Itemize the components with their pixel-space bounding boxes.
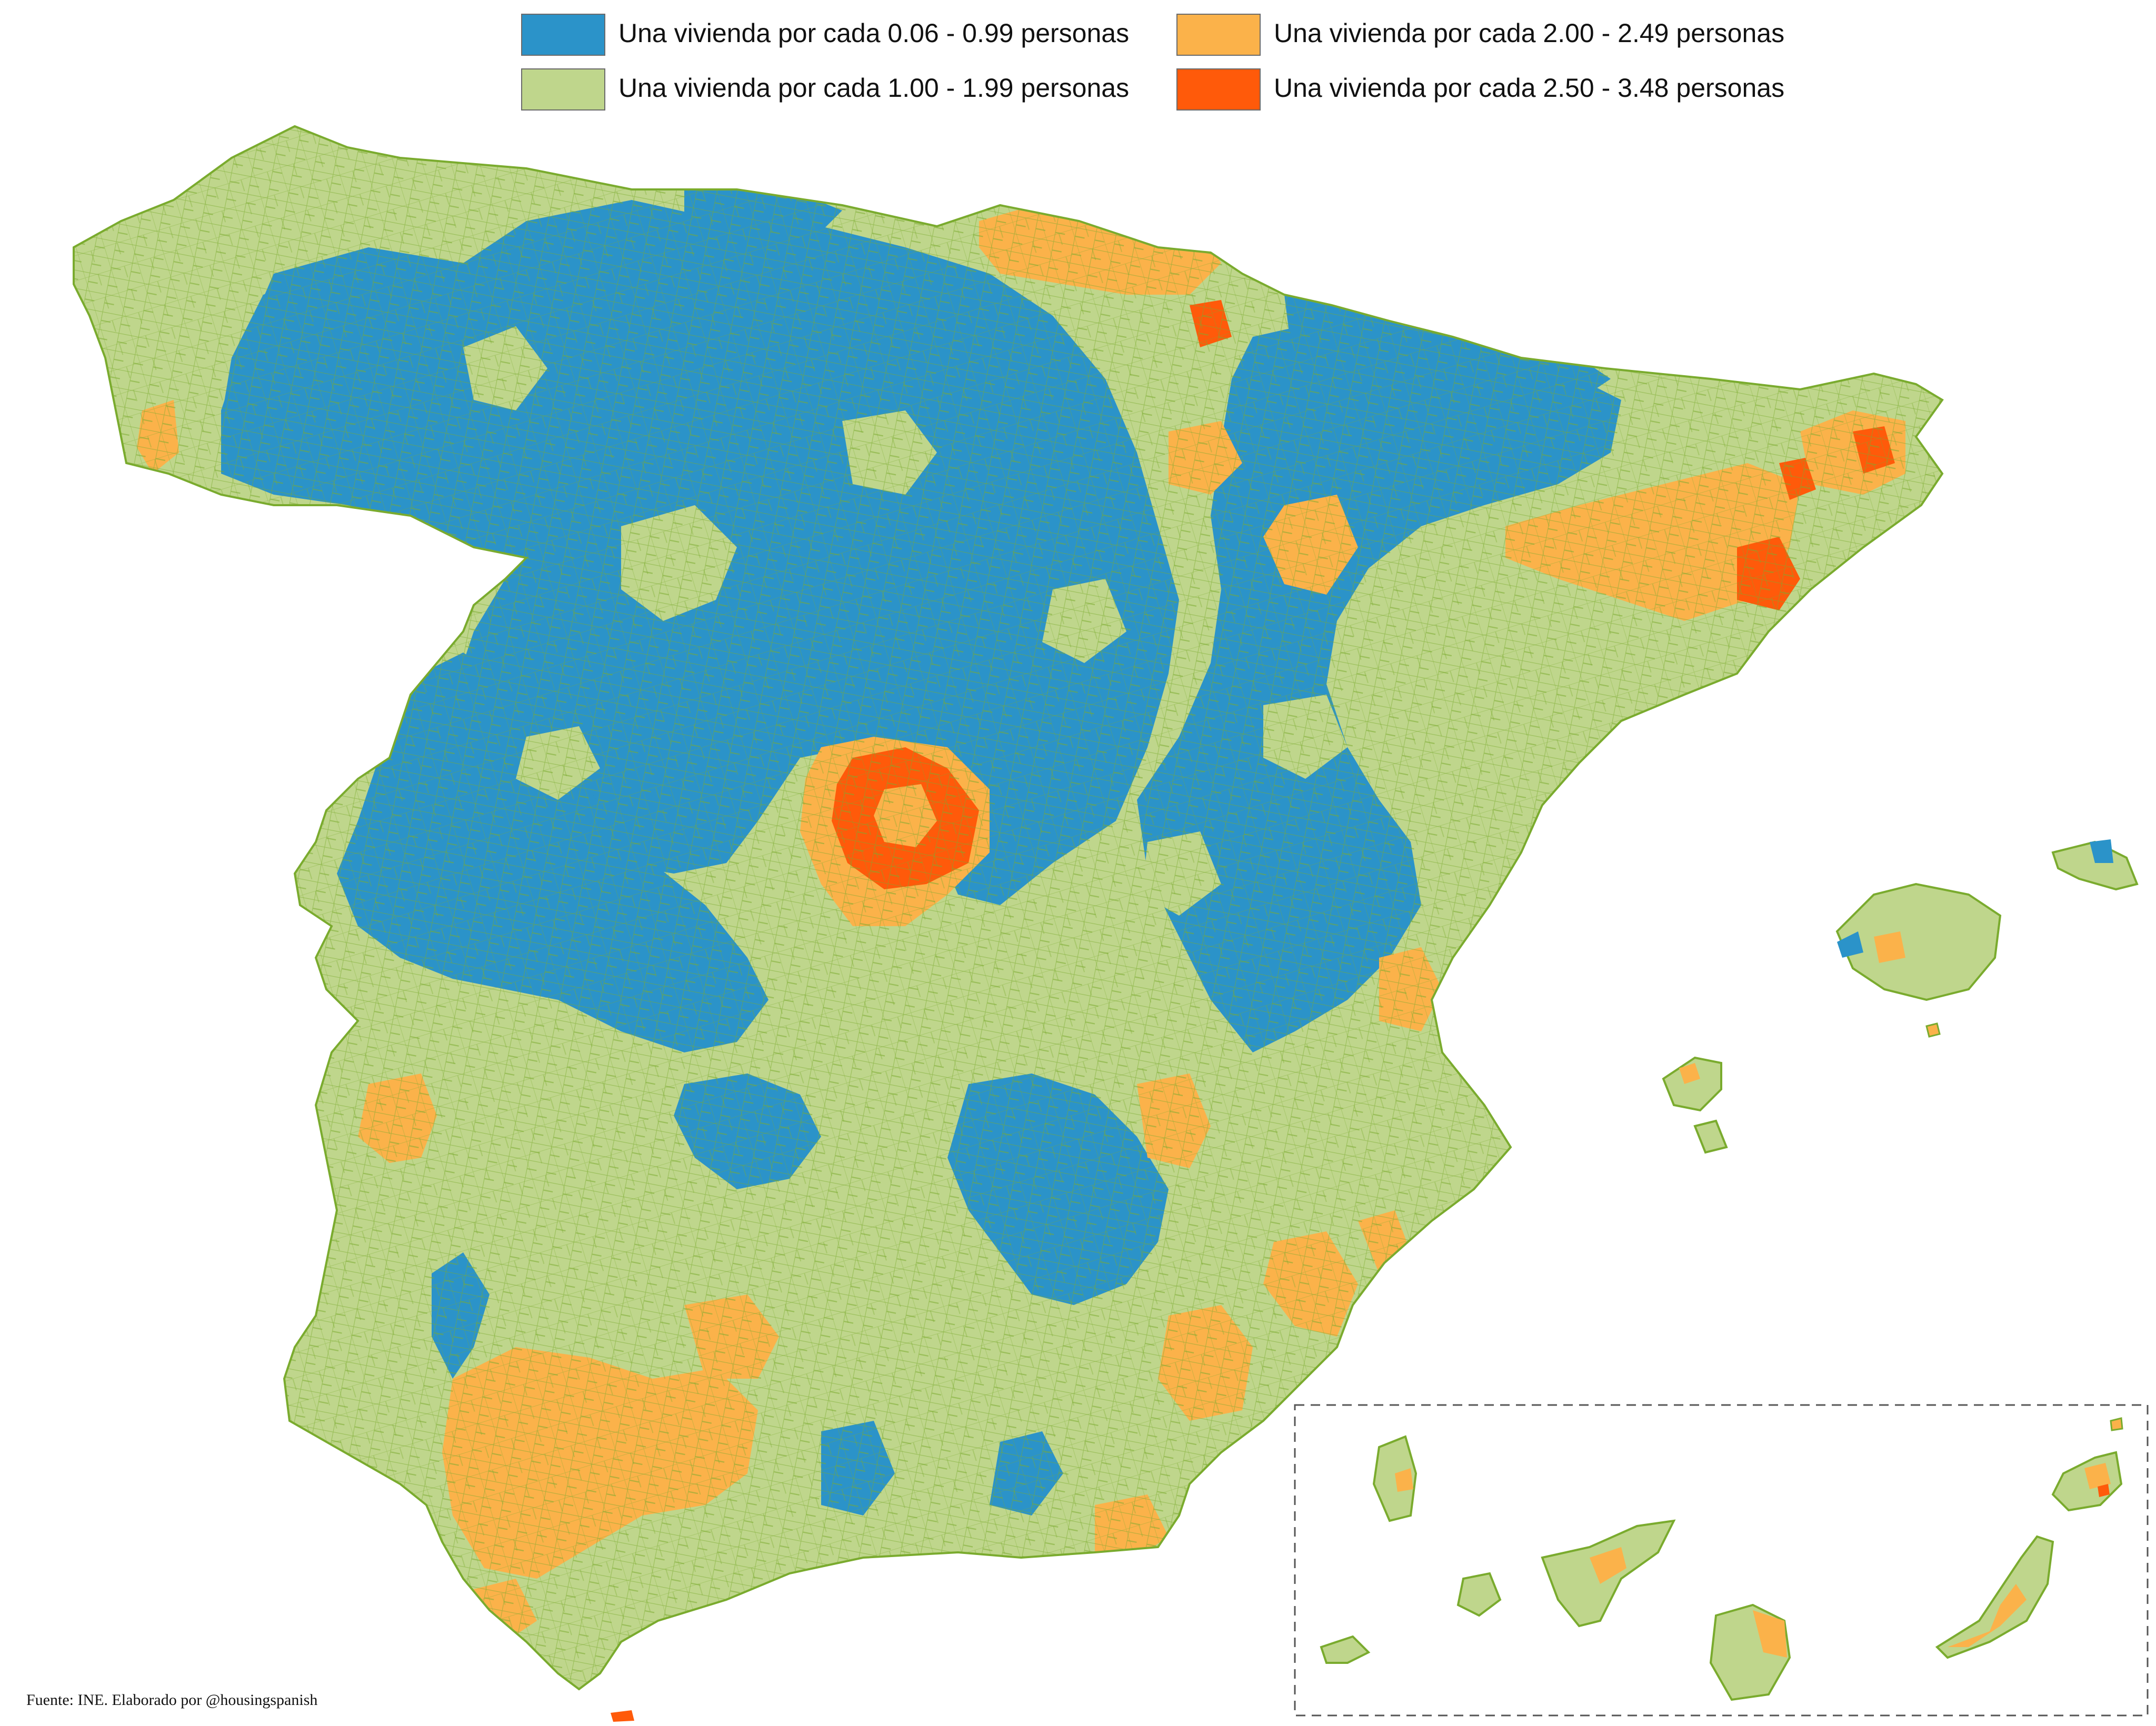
legend-label-low: Una vivienda por cada 0.06 - 0.99 person… xyxy=(618,18,1130,48)
island-la-palma-high xyxy=(1395,1468,1413,1492)
balearic-islands xyxy=(1662,839,2139,1154)
island-la-gomera xyxy=(1456,1572,1502,1617)
legend-swatch-high xyxy=(1176,14,1261,56)
island-lanzarote-high xyxy=(2084,1463,2111,1489)
island-tenerife-high xyxy=(1590,1547,1626,1584)
island-mallorca xyxy=(1835,882,2002,1001)
island-fuerteventura-high xyxy=(1948,1584,2027,1647)
island-fuerteventura xyxy=(1935,1535,2054,1659)
inset-frame xyxy=(1294,1404,2149,1717)
legend-label-high: Una vivienda por cada 2.00 - 2.49 person… xyxy=(1274,18,1785,48)
island-cabrera xyxy=(1925,1022,1941,1038)
island-lanzarote xyxy=(2051,1451,2123,1512)
legend-swatch-very-high xyxy=(1176,68,1261,111)
island-ibiza xyxy=(1662,1056,1722,1112)
island-ibiza-high xyxy=(1679,1063,1700,1084)
ceuta xyxy=(611,1710,634,1722)
island-lanzarote-veryhigh xyxy=(2098,1484,2110,1497)
island-formentera xyxy=(1693,1119,1728,1154)
island-menorca-low xyxy=(2090,839,2113,863)
island-mallorca-high xyxy=(1874,931,1905,963)
island-gran-canaria-high xyxy=(1753,1610,1787,1658)
island-mallorca-low xyxy=(1837,931,1863,958)
map-legend: Una vivienda por cada 0.06 - 0.99 person… xyxy=(0,0,2156,116)
island-la-graciosa xyxy=(2110,1417,2123,1431)
island-el-hierro xyxy=(1320,1635,1371,1664)
canary-islands-inset xyxy=(1294,1404,2149,1717)
source-credit: Fuente: INE. Elaborado por @housingspani… xyxy=(26,1691,318,1709)
legend-label-medium: Una vivienda por cada 1.00 - 1.99 person… xyxy=(618,73,1130,103)
legend-label-very-high: Una vivienda por cada 2.50 - 3.48 person… xyxy=(1274,73,1785,103)
legend-swatch-low xyxy=(521,14,605,56)
island-la-palma xyxy=(1372,1435,1418,1522)
legend-swatch-medium xyxy=(521,68,605,111)
